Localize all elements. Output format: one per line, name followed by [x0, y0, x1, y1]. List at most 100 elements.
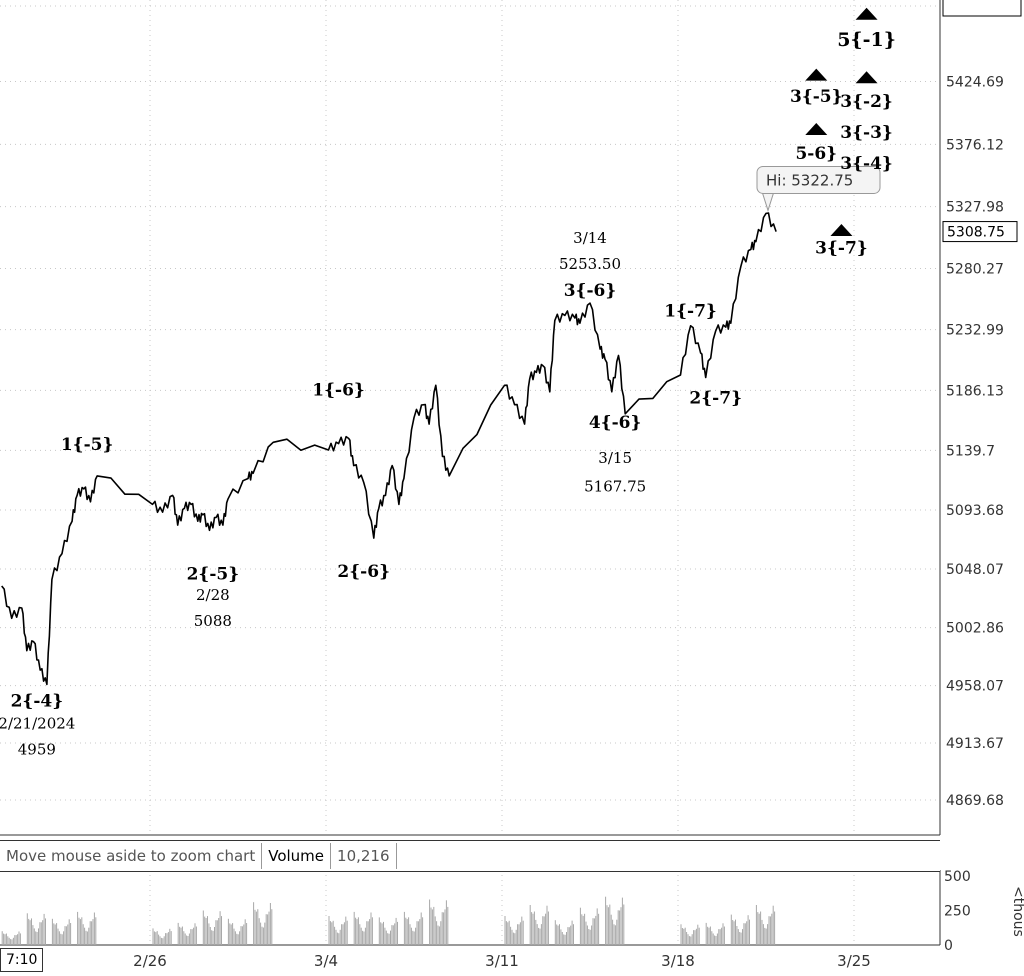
volume-bar — [166, 933, 168, 945]
volume-bar — [585, 921, 587, 945]
volume-bar — [607, 907, 609, 945]
volume-bar — [194, 923, 196, 945]
wave-annotation: 2{-5} — [187, 565, 240, 585]
volume-bar — [35, 931, 37, 945]
volume-bar — [255, 911, 257, 945]
volume-bar — [518, 924, 520, 945]
wave-annotation: 3{-6} — [564, 281, 617, 301]
volume-bar — [232, 923, 234, 945]
volume-bar — [735, 919, 736, 945]
volume-bar — [619, 910, 621, 945]
volume-bar — [180, 927, 182, 945]
volume-bar — [531, 912, 533, 945]
price-tick-label: 5376.12 — [946, 137, 1004, 153]
volume-bar — [85, 930, 87, 945]
volume-axis-unit: <thous — [1010, 886, 1024, 937]
volume-bar — [388, 933, 390, 945]
volume-bar — [14, 935, 16, 945]
volume-bar — [261, 926, 263, 945]
volume-bar — [156, 931, 158, 945]
price-tick-label: 5424.69 — [946, 74, 1004, 90]
volume-bar — [761, 919, 763, 945]
volume-bar — [571, 920, 573, 945]
volume-bar — [167, 932, 169, 945]
volume-bar — [757, 912, 759, 945]
volume-bar — [237, 934, 239, 945]
wave-annotation: 4{-6} — [589, 413, 642, 433]
wave-annotation: 2/21/2024 — [0, 714, 75, 732]
volume-bar — [714, 935, 716, 945]
volume-bar — [36, 932, 38, 945]
volume-bar — [258, 918, 260, 945]
volume-bar — [721, 927, 723, 945]
volume-bar — [60, 933, 62, 945]
volume-bar — [64, 926, 66, 945]
wave-annotation: 3/15 — [598, 449, 632, 467]
volume-bar — [621, 897, 623, 945]
volume-bar — [684, 927, 686, 945]
volume-bar — [438, 926, 440, 945]
volume-bar — [268, 911, 270, 945]
volume-bar — [57, 928, 59, 945]
volume-bar — [762, 924, 764, 945]
volume-bar — [343, 922, 345, 945]
volume-bar — [363, 931, 365, 945]
volume-bar — [42, 920, 44, 945]
volume-bar — [556, 924, 558, 945]
volume-bar — [408, 917, 410, 945]
volume-bar — [431, 909, 433, 945]
price-tick-label: 4958.07 — [946, 679, 1004, 695]
volume-bar — [589, 929, 591, 945]
volume-bar — [88, 927, 90, 945]
volume-bar — [204, 916, 206, 945]
volume-bar — [207, 916, 208, 945]
volume-bar — [529, 905, 531, 945]
volume-bar — [51, 918, 53, 945]
volume-bar — [447, 906, 449, 945]
volume-bar — [260, 922, 262, 945]
volume-bar — [582, 915, 584, 945]
volume-bar — [221, 916, 222, 945]
volume-bar — [26, 913, 28, 945]
volume-bar — [384, 927, 386, 945]
volume-bar — [539, 928, 541, 945]
volume-bar — [758, 913, 760, 945]
volume-bar — [331, 922, 333, 945]
volume-bar — [409, 924, 411, 945]
volume-label[interactable]: Volume — [262, 843, 332, 869]
volume-bar — [570, 925, 572, 945]
volume-tick-label: 500 — [944, 869, 971, 885]
volume-bar — [508, 920, 510, 945]
volume-bar — [769, 916, 771, 945]
last-price-box — [942, 221, 1018, 243]
price-tick-label: 4869.68 — [946, 793, 1004, 809]
volume-bar — [557, 925, 559, 945]
volume-bar — [412, 930, 414, 945]
date-tick-label: 3/4 — [314, 952, 338, 970]
volume-bar — [433, 906, 435, 945]
last-price-label: 5308.75 — [947, 225, 1005, 241]
price-tick-label: 5280.27 — [946, 261, 1004, 277]
date-tick-label: 2/26 — [133, 952, 167, 970]
volume-bar — [517, 924, 519, 945]
volume-bar — [246, 923, 248, 945]
volume-bar — [33, 928, 35, 945]
volume-bar — [89, 921, 91, 945]
volume-bar — [214, 927, 215, 945]
volume-bar — [253, 902, 255, 945]
wave-annotation: 5-6} — [795, 144, 837, 164]
volume-bar — [184, 933, 186, 945]
volume-bar — [688, 936, 690, 945]
volume-bar — [736, 926, 738, 945]
volume-bar — [338, 933, 340, 945]
wave-annotation: 2{-7} — [689, 388, 742, 408]
volume-bar — [566, 932, 567, 945]
volume-bar — [767, 924, 769, 945]
volume-bar — [188, 933, 190, 945]
volume-bar — [366, 921, 368, 945]
volume-bar — [152, 928, 154, 945]
volume-bar — [614, 925, 616, 945]
volume-bar — [345, 916, 347, 945]
volume-bar — [535, 919, 537, 945]
